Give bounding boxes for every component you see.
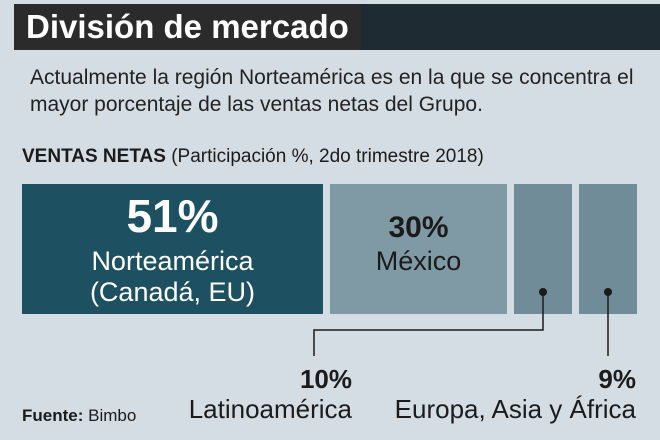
bar-1-label-line2: (Canadá, EU) (90, 277, 255, 307)
chart-title-bold: VENTAS NETAS (22, 146, 166, 167)
bar-3-leader (313, 292, 544, 356)
bar-3-label: Latinoamérica (189, 394, 353, 424)
subtitle: Actualmente la región Norteamérica es en… (30, 66, 634, 116)
bar-4-value: 9% (598, 364, 636, 394)
bar-1 (22, 184, 323, 314)
chart-title: VENTAS NETAS (Participación %, 2do trime… (22, 146, 484, 168)
source-note: Fuente: Bimbo (22, 406, 136, 426)
chart-title-rest: (Participación %, 2do trimestre 2018) (165, 146, 484, 167)
bar-2-label: México (376, 246, 462, 276)
title-bar-background (360, 4, 660, 50)
bar-2-value: 30% (388, 211, 448, 244)
source-value: Bimbo (83, 406, 137, 425)
bar-1-label-line1: Norteamérica (91, 246, 254, 276)
page-title: División de mercado (14, 4, 361, 50)
title-bar: División de mercado (0, 0, 660, 54)
source-label: Fuente: (22, 406, 84, 425)
bar-3-value: 10% (300, 364, 352, 394)
bar-1-value: 51% (126, 190, 218, 242)
bar-4-label: Europa, Asia y África (395, 394, 637, 424)
bar-2 (329, 184, 507, 314)
